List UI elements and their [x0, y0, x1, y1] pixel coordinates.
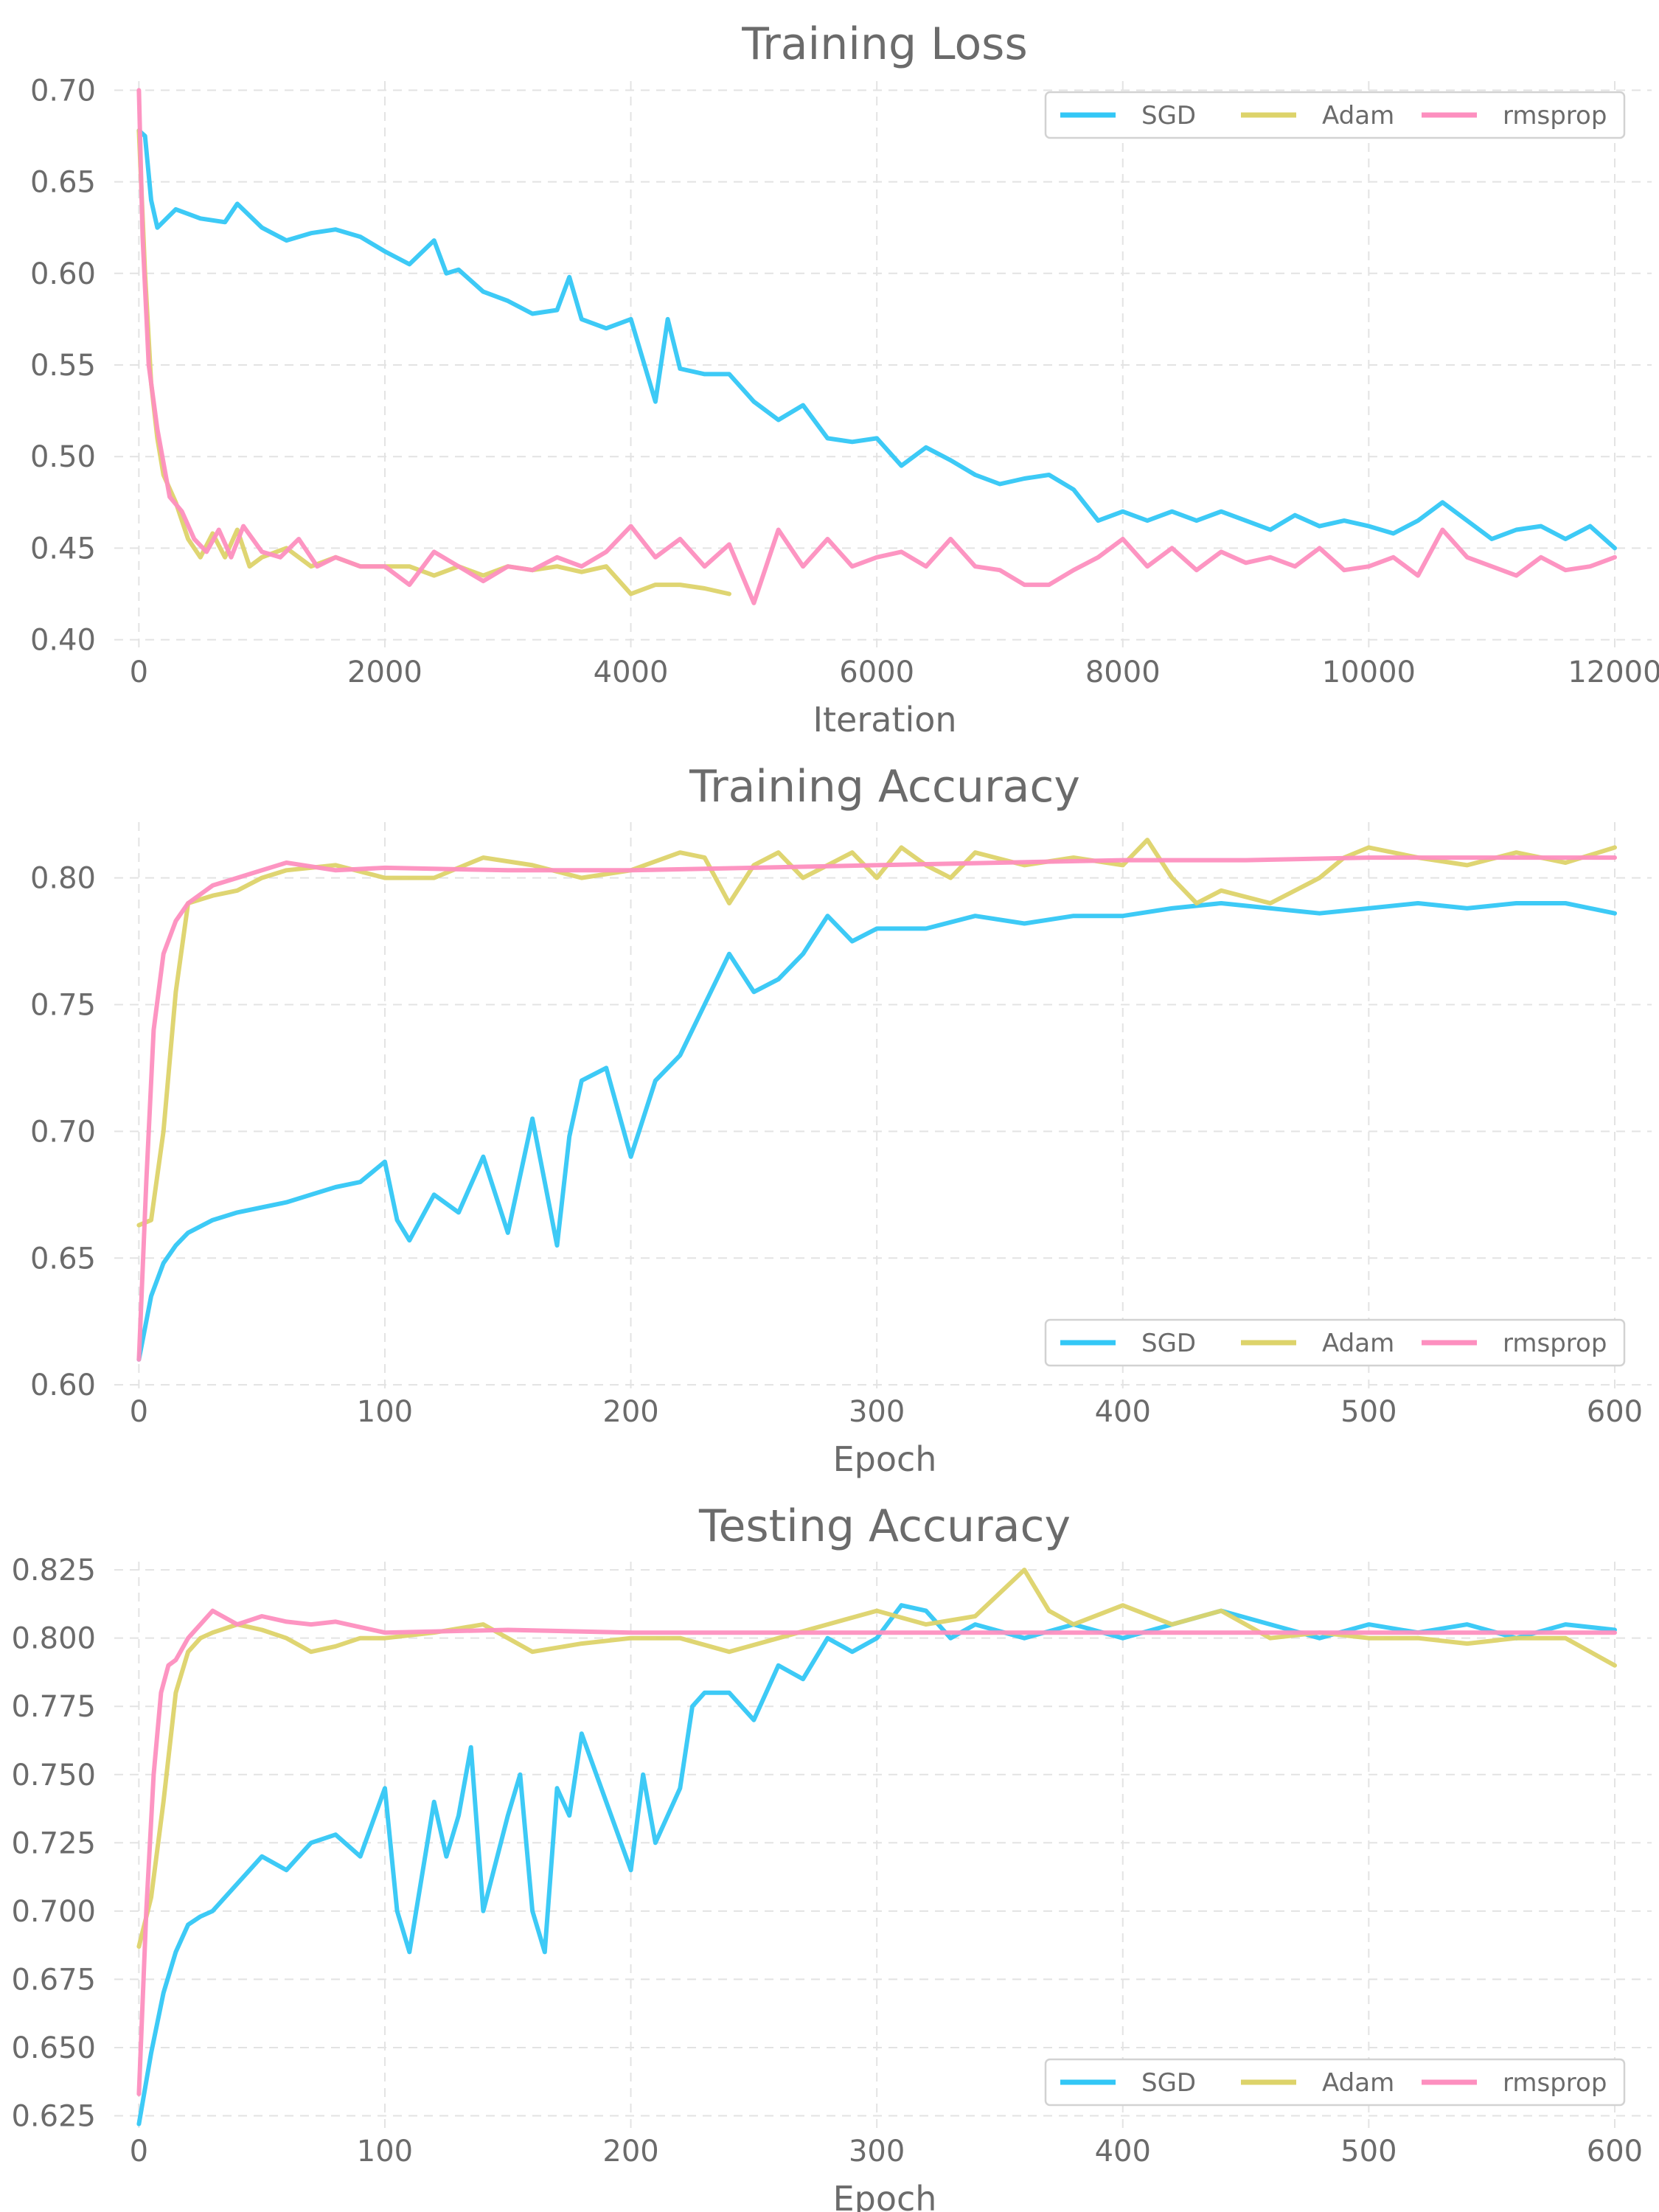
x-tick-label: 600 [1587, 1395, 1643, 1429]
grid [114, 81, 1652, 649]
y-tick-label: 0.700 [11, 1895, 96, 1929]
legend-label-adam: Adam [1322, 2068, 1394, 2098]
x-tick-label: 6000 [839, 655, 914, 689]
legend-box [1044, 2058, 1626, 2107]
legend-label-adam: Adam [1322, 101, 1394, 131]
x-tick-label: 2000 [347, 655, 422, 689]
y-tick-label: 0.60 [30, 257, 96, 291]
series-line-rmsprop [136, 88, 1617, 605]
x-tick-label: 10000 [1322, 655, 1416, 689]
x-tick-labels: 0 2000 4000 6000 8000 10000 12000 [130, 655, 1659, 689]
y-tick-label: 0.65 [30, 1242, 96, 1276]
x-tick-label: 100 [357, 1395, 413, 1429]
y-tick-label: 0.70 [30, 74, 96, 108]
y-tick-label: 0.650 [11, 2031, 96, 2065]
x-tick-label: 0 [130, 655, 148, 689]
x-tick-label: 0 [130, 1395, 148, 1429]
chart-title: Testing Accuracy [698, 1500, 1071, 1552]
y-tick-labels: 0.40 0.45 0.50 0.55 0.60 0.65 0.70 [30, 74, 96, 657]
legend: SGD Adam rmsprop [1044, 91, 1626, 139]
x-tick-label: 300 [849, 1395, 905, 1429]
legend-label-adam: Adam [1322, 1329, 1394, 1358]
y-tick-label: 0.55 [30, 349, 96, 383]
y-tick-label: 0.50 [30, 440, 96, 474]
y-tick-label: 0.625 [11, 2099, 96, 2133]
grid [114, 822, 1652, 1390]
y-tick-label: 0.825 [11, 1554, 96, 1587]
series-group [136, 838, 1617, 1362]
y-tick-labels: 0.60 0.65 0.70 0.75 0.80 [30, 862, 96, 1403]
y-tick-label: 0.65 [30, 166, 96, 200]
x-tick-label: 300 [849, 2135, 905, 2168]
legend-label-rmsprop: rmsprop [1503, 101, 1607, 131]
legend-box [1044, 91, 1626, 139]
x-tick-label: 0 [130, 2135, 148, 2168]
y-tick-label: 0.725 [11, 1826, 96, 1860]
training-accuracy-panel: Training Accuracy 0 100 200 300 400 500 600 0.… [30, 761, 1652, 1479]
series-line-sgd [136, 128, 1617, 551]
y-tick-label: 0.75 [30, 989, 96, 1023]
y-tick-label: 0.45 [30, 532, 96, 566]
series-group [136, 1568, 1617, 2126]
x-tick-label: 400 [1095, 1395, 1151, 1429]
y-tick-label: 0.800 [11, 1622, 96, 1656]
chart-title: Training Loss [741, 18, 1027, 70]
y-tick-label: 0.775 [11, 1690, 96, 1724]
series-line-adam [136, 128, 731, 597]
x-tick-label: 4000 [594, 655, 669, 689]
legend: SGD Adam rmsprop [1044, 2058, 1626, 2107]
x-tick-label: 200 [602, 1395, 658, 1429]
series-line-rmsprop [136, 1608, 1617, 2096]
x-tick-labels: 0 100 200 300 400 500 600 [130, 1395, 1644, 1429]
x-tick-label: 8000 [1085, 655, 1161, 689]
y-tick-label: 0.675 [11, 1963, 96, 1997]
series-line-sgd [136, 901, 1617, 1362]
series-line-rmsprop [136, 855, 1617, 1362]
x-tick-label: 500 [1340, 1395, 1397, 1429]
legend-label-sgd: SGD [1141, 101, 1196, 131]
legend-label-rmsprop: rmsprop [1503, 2068, 1607, 2098]
series-line-adam [136, 1568, 1617, 1949]
y-tick-labels: 0.625 0.650 0.675 0.700 0.725 0.750 0.775 0.800… [11, 1554, 96, 2133]
legend-box [1044, 1318, 1626, 1367]
legend-label-sgd: SGD [1141, 2068, 1196, 2098]
x-tick-label: 500 [1340, 2135, 1397, 2168]
y-tick-label: 0.80 [30, 862, 96, 896]
x-tick-label: 12000 [1568, 655, 1659, 689]
x-axis-label: Epoch [833, 1439, 937, 1479]
chart-title: Training Accuracy [689, 761, 1080, 813]
x-axis-label: Iteration [813, 700, 956, 740]
series-line-sgd [136, 1603, 1617, 2126]
y-tick-label: 0.750 [11, 1759, 96, 1792]
x-axis-label: Epoch [833, 2179, 937, 2212]
x-tick-label: 400 [1095, 2135, 1151, 2168]
legend-label-sgd: SGD [1141, 1329, 1196, 1358]
x-tick-label: 600 [1587, 2135, 1643, 2168]
y-tick-label: 0.60 [30, 1368, 96, 1402]
legend: SGD Adam rmsprop [1044, 1318, 1626, 1367]
testing-accuracy-panel: Testing Accuracy 0 100 200 300 400 500 600 0.6… [11, 1500, 1652, 2212]
x-tick-label: 100 [357, 2135, 413, 2168]
legend-label-rmsprop: rmsprop [1503, 1329, 1607, 1358]
y-tick-label: 0.70 [30, 1115, 96, 1149]
x-tick-label: 200 [602, 2135, 658, 2168]
x-tick-labels: 0 100 200 300 400 500 600 [130, 2135, 1644, 2168]
training-loss-panel: Training Loss 0 2000 4000 6000 8000 10000 1200… [30, 18, 1659, 740]
series-group [136, 88, 1617, 605]
y-tick-label: 0.40 [30, 624, 96, 658]
